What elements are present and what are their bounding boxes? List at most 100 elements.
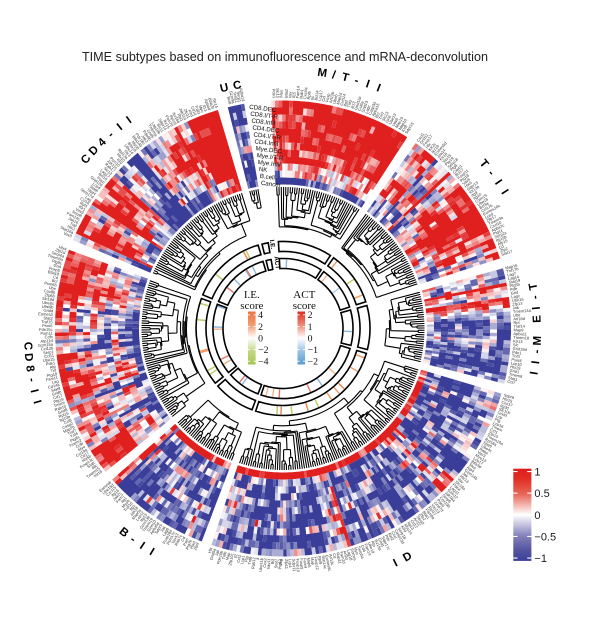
svg-text:CD4.Infil: CD4.Infil <box>254 138 278 148</box>
svg-text:Rpl1: Rpl1 <box>79 200 89 209</box>
svg-text:Klrd: Klrd <box>187 109 194 118</box>
svg-text:Apba11: Apba11 <box>513 331 527 336</box>
svg-text:Arl12: Arl12 <box>412 516 422 527</box>
svg-text:I: I <box>137 540 146 552</box>
svg-text:Bcl16: Bcl16 <box>98 171 109 182</box>
svg-text:Tnf7: Tnf7 <box>377 110 385 120</box>
svg-text:Fam4: Fam4 <box>302 558 308 569</box>
svg-text:Lag18: Lag18 <box>346 549 354 562</box>
svg-text:Psm8: Psm8 <box>511 357 523 363</box>
svg-text:Grid8: Grid8 <box>57 407 69 415</box>
svg-text:Stat7: Stat7 <box>273 558 278 568</box>
svg-text:Ccl8: Ccl8 <box>63 417 73 425</box>
svg-text:/: / <box>331 69 337 82</box>
svg-text:Ptg12: Ptg12 <box>277 558 282 569</box>
svg-text:I: I <box>364 78 371 90</box>
svg-text:-: - <box>485 168 497 178</box>
svg-text:I: I <box>392 557 400 569</box>
svg-text:Rpl15: Rpl15 <box>58 410 70 419</box>
svg-text:Gzm10: Gzm10 <box>146 518 158 532</box>
svg-text:Atp: Atp <box>370 540 377 548</box>
svg-text:Ikz18: Ikz18 <box>430 143 441 154</box>
svg-text:Serp1: Serp1 <box>43 349 55 355</box>
svg-text:Apbad: Apbad <box>204 98 212 111</box>
svg-text:Foxp12: Foxp12 <box>313 556 320 571</box>
svg-text:Ptg: Ptg <box>494 417 502 424</box>
svg-text:Foxp5: Foxp5 <box>48 265 61 273</box>
svg-text:I: I <box>498 188 510 197</box>
svg-text:Ikz3: Ikz3 <box>349 100 356 109</box>
svg-text:Hlx4: Hlx4 <box>58 244 68 252</box>
svg-text:Pde10b: Pde10b <box>216 549 225 564</box>
svg-text:0: 0 <box>258 333 263 344</box>
svg-text:Serp6: Serp6 <box>441 493 453 505</box>
svg-text:Ptg18: Ptg18 <box>459 172 471 183</box>
svg-text:-: - <box>106 129 117 141</box>
svg-text:Zfp2: Zfp2 <box>418 512 427 522</box>
svg-text:Pde8b: Pde8b <box>142 129 153 142</box>
svg-text:Pde: Pde <box>384 534 392 543</box>
svg-text:Stat19: Stat19 <box>508 277 521 284</box>
svg-text:Hlx9: Hlx9 <box>463 180 473 189</box>
svg-text:Slc11: Slc11 <box>156 122 166 134</box>
svg-text:Rpl1: Rpl1 <box>176 113 184 123</box>
svg-text:Klr18: Klr18 <box>93 468 104 478</box>
svg-text:Casp2: Casp2 <box>61 420 74 430</box>
svg-text:Rpl17: Rpl17 <box>427 505 438 517</box>
svg-text:Slc14: Slc14 <box>211 97 219 109</box>
svg-text:I: I <box>147 546 156 558</box>
svg-text:Bcl14: Bcl14 <box>313 89 320 100</box>
svg-text:Atp15: Atp15 <box>497 238 509 247</box>
svg-text:-: - <box>128 534 138 546</box>
svg-text:Lcp10: Lcp10 <box>511 360 523 367</box>
svg-text:Foxp10: Foxp10 <box>295 558 301 572</box>
svg-text:Vav15: Vav15 <box>441 152 453 164</box>
svg-text:Zfp11: Zfp11 <box>183 108 192 120</box>
svg-text:Lcp12: Lcp12 <box>135 510 146 522</box>
svg-text:Foxp: Foxp <box>96 175 107 185</box>
svg-text:Hlx2: Hlx2 <box>67 224 77 232</box>
svg-text:Stat4: Stat4 <box>86 187 97 197</box>
svg-text:Atp11d: Atp11d <box>40 338 53 344</box>
svg-text:Zfp2d: Zfp2d <box>55 247 66 255</box>
svg-text:Rpl9: Rpl9 <box>317 556 323 566</box>
svg-text:Cd: Cd <box>332 553 338 559</box>
svg-text:Stat14c: Stat14c <box>321 555 328 569</box>
svg-text:Serp4a: Serp4a <box>51 250 66 259</box>
svg-text:Serp2c: Serp2c <box>494 230 508 240</box>
svg-text:Gridb: Gridb <box>51 389 63 397</box>
svg-text:ACT: ACT <box>272 256 281 270</box>
svg-text:Lagc: Lagc <box>364 104 372 114</box>
svg-text:Hlx15: Hlx15 <box>502 396 514 404</box>
svg-text:Grid: Grid <box>53 263 62 270</box>
svg-text:Cxcl10: Cxcl10 <box>489 219 503 229</box>
svg-text:Rab7c: Rab7c <box>173 534 183 547</box>
svg-text:-: - <box>353 75 360 88</box>
svg-text:Itg2: Itg2 <box>342 99 349 108</box>
svg-text:M: M <box>317 67 328 80</box>
svg-text:Vav6: Vav6 <box>461 176 472 186</box>
svg-text:Apba15: Apba15 <box>371 102 381 117</box>
svg-text:I: I <box>115 122 125 133</box>
svg-text:CD4.I/T-R: CD4.I/T-R <box>253 131 282 141</box>
svg-text:Ptg9c: Ptg9c <box>51 258 62 266</box>
svg-text:Itg9: Itg9 <box>470 189 479 197</box>
svg-text:Ccl6a: Ccl6a <box>357 100 365 112</box>
svg-text:Lag: Lag <box>51 378 59 384</box>
svg-text:Grid19d: Grid19d <box>512 346 527 352</box>
svg-text:Il15: Il15 <box>291 91 296 98</box>
svg-text:Lag17: Lag17 <box>99 168 111 180</box>
svg-text:Itg3d: Itg3d <box>500 403 510 411</box>
svg-text:Itg13: Itg13 <box>406 521 415 532</box>
svg-text:Jak18: Jak18 <box>129 505 140 517</box>
svg-text:Lcp1: Lcp1 <box>239 554 246 564</box>
svg-text:Fam2d: Fam2d <box>339 551 347 564</box>
svg-text:Jak2c: Jak2c <box>112 491 123 502</box>
svg-text:Myo: Myo <box>77 444 87 453</box>
svg-text:Itg1: Itg1 <box>128 503 137 512</box>
svg-text:Hlx19: Hlx19 <box>510 364 522 371</box>
svg-text:Gridd: Gridd <box>43 308 53 314</box>
svg-text:Cxcl: Cxcl <box>390 530 398 539</box>
svg-text:Mye.I/T-R: Mye.I/T-R <box>256 152 284 162</box>
svg-text:Tnf: Tnf <box>50 367 57 373</box>
